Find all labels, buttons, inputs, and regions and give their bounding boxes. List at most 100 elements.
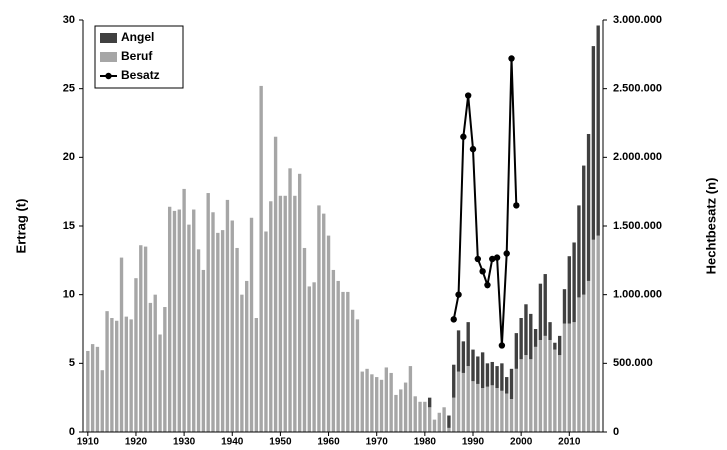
y-tick-label: 0 bbox=[69, 426, 75, 438]
bar bbox=[591, 46, 596, 240]
bar bbox=[249, 217, 254, 432]
bar bbox=[461, 372, 466, 432]
x-tick-label: 1960 bbox=[317, 437, 340, 448]
bar bbox=[264, 231, 268, 432]
legend-dot bbox=[105, 72, 112, 80]
bar bbox=[297, 173, 302, 432]
bar bbox=[533, 329, 538, 347]
bar bbox=[572, 242, 576, 323]
bar bbox=[509, 368, 514, 400]
bar bbox=[524, 304, 528, 356]
point bbox=[508, 55, 515, 62]
bar bbox=[293, 195, 297, 432]
point bbox=[474, 255, 482, 263]
bar bbox=[466, 366, 470, 432]
bar bbox=[519, 318, 523, 360]
bar bbox=[432, 419, 437, 432]
bar bbox=[389, 372, 393, 432]
bar bbox=[476, 356, 480, 384]
bar bbox=[538, 283, 543, 340]
bar bbox=[418, 401, 422, 432]
bar bbox=[235, 247, 239, 432]
bar bbox=[148, 302, 153, 432]
bar bbox=[533, 346, 538, 432]
y-tick-label: 15 bbox=[63, 220, 75, 232]
legend-label: Besatz bbox=[121, 68, 160, 82]
bar bbox=[485, 386, 490, 432]
y-tick-label: 20 bbox=[63, 151, 75, 163]
point bbox=[479, 268, 486, 275]
bar bbox=[206, 193, 210, 432]
bar bbox=[172, 210, 177, 432]
bar bbox=[331, 269, 336, 432]
bar bbox=[562, 323, 567, 432]
bar bbox=[245, 280, 249, 432]
bar bbox=[384, 367, 389, 432]
point bbox=[450, 316, 457, 323]
bar bbox=[201, 269, 206, 432]
bar bbox=[572, 322, 576, 432]
bar bbox=[495, 366, 499, 389]
bar bbox=[269, 201, 273, 432]
bar bbox=[240, 294, 244, 432]
bar bbox=[437, 412, 441, 432]
bar bbox=[158, 334, 162, 432]
bar bbox=[548, 322, 552, 340]
bar bbox=[567, 323, 571, 432]
bar bbox=[394, 394, 398, 432]
line bbox=[452, 58, 518, 346]
y-tick-label: 30 bbox=[63, 14, 75, 26]
bar bbox=[278, 195, 283, 432]
bar bbox=[225, 199, 230, 432]
point bbox=[513, 202, 520, 209]
bar bbox=[519, 359, 523, 432]
bar bbox=[187, 224, 191, 432]
bar bbox=[538, 339, 543, 432]
bar bbox=[379, 379, 384, 432]
point bbox=[489, 255, 496, 263]
y2-tick-label: 0 bbox=[613, 426, 619, 438]
bar bbox=[302, 247, 307, 432]
bar bbox=[341, 291, 345, 432]
bar bbox=[259, 85, 263, 433]
bar bbox=[105, 311, 109, 432]
x-tick-label: 1980 bbox=[414, 437, 437, 448]
bar bbox=[524, 355, 528, 432]
bar bbox=[403, 382, 408, 432]
bar bbox=[283, 195, 287, 432]
bar bbox=[192, 209, 196, 432]
y-axis-title: Ertrag (t) bbox=[13, 199, 28, 254]
bar bbox=[447, 415, 451, 428]
y-tick-label: 10 bbox=[63, 289, 75, 301]
bar bbox=[591, 239, 596, 432]
bar bbox=[582, 294, 586, 432]
point bbox=[469, 145, 477, 153]
bar bbox=[326, 235, 331, 432]
bar bbox=[86, 350, 90, 432]
y2-tick-label: 1.000.000 bbox=[613, 289, 662, 301]
bar bbox=[490, 385, 494, 432]
bar bbox=[485, 363, 490, 387]
bar bbox=[273, 136, 278, 432]
bar bbox=[254, 318, 259, 432]
bar bbox=[505, 393, 509, 432]
bar bbox=[134, 278, 138, 432]
bar bbox=[216, 232, 220, 432]
bar bbox=[307, 286, 311, 432]
x-tick-label: 1920 bbox=[125, 437, 148, 448]
bar bbox=[110, 318, 114, 432]
x-tick-label: 1990 bbox=[462, 437, 485, 448]
bar bbox=[139, 245, 143, 432]
x-tick-label: 1970 bbox=[366, 437, 389, 448]
bar bbox=[456, 371, 461, 432]
x-tick-label: 1930 bbox=[173, 437, 196, 448]
bar bbox=[505, 377, 509, 394]
bar bbox=[95, 346, 100, 432]
legend-label: Beruf bbox=[121, 49, 153, 63]
bar bbox=[480, 352, 485, 389]
bar bbox=[211, 212, 215, 432]
bar bbox=[163, 307, 167, 432]
x-tick-label: 2000 bbox=[510, 437, 533, 448]
x-tick-label: 1940 bbox=[221, 437, 244, 448]
